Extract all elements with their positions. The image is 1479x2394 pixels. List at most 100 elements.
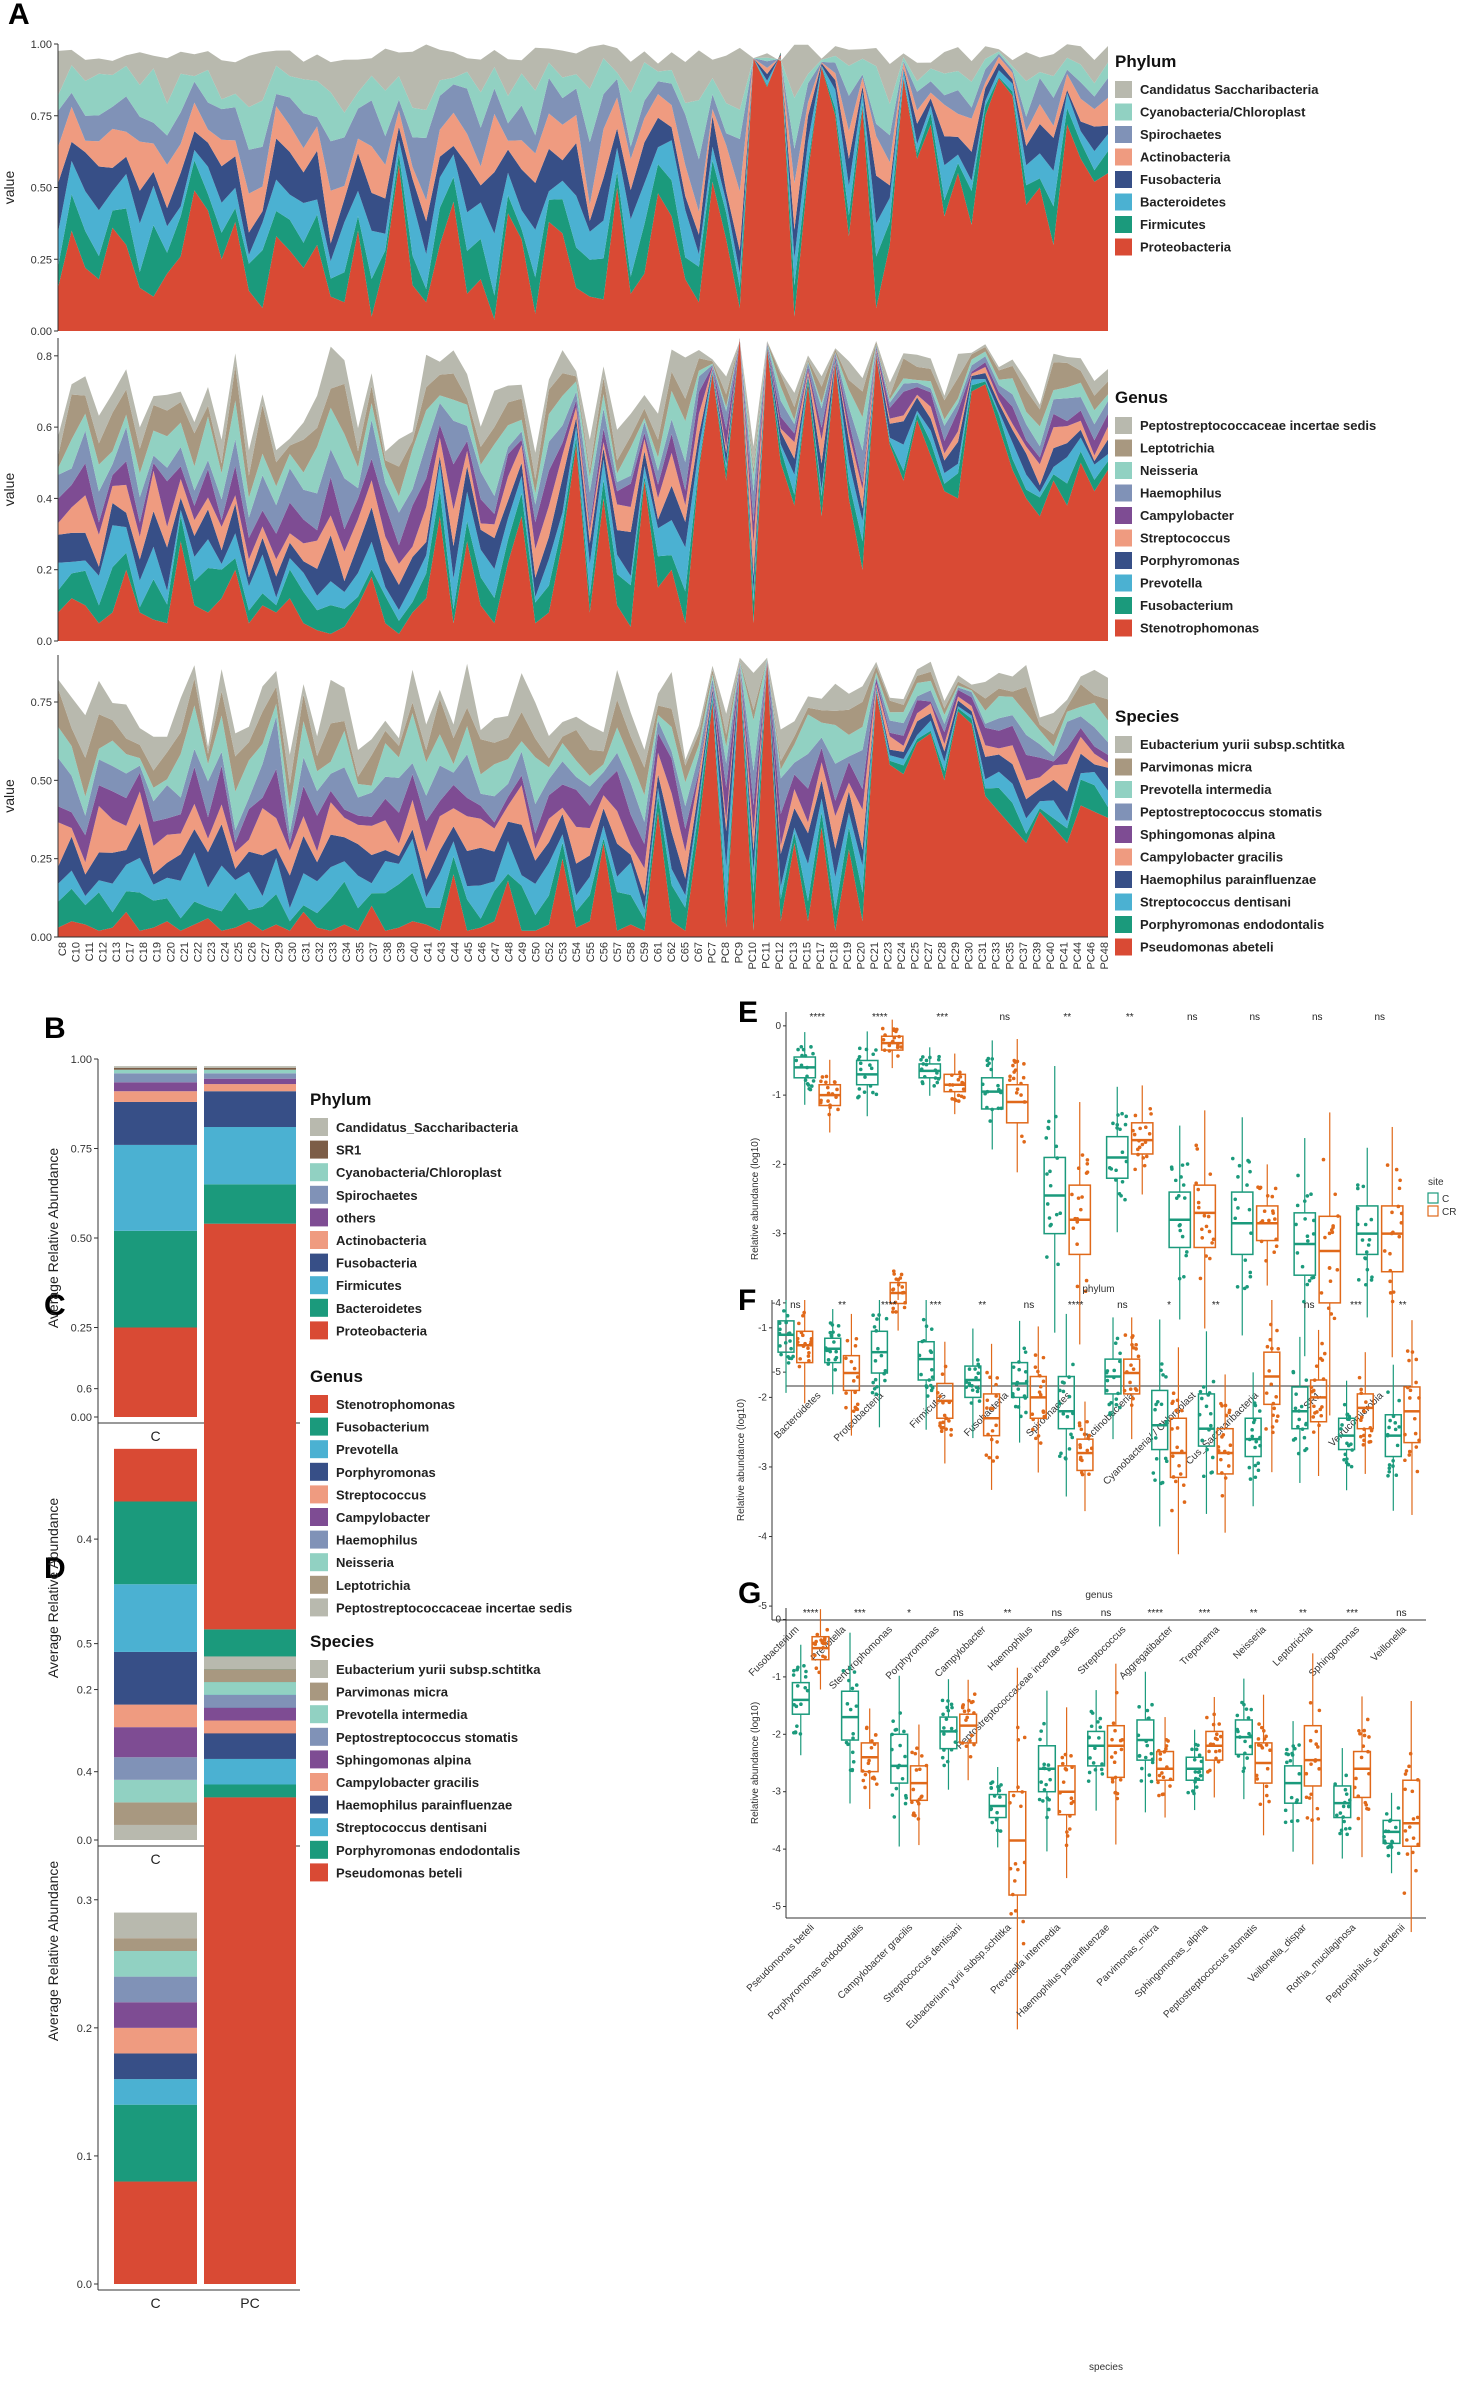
data-point [1206, 1214, 1211, 1219]
data-point [1264, 1734, 1268, 1739]
data-point [824, 1074, 829, 1079]
data-point [1319, 1413, 1324, 1418]
legend-item: Campylobacter [336, 1510, 430, 1525]
x-tick-label: Peptostreptococcus stomatis [1162, 1922, 1260, 2020]
data-point [1259, 1239, 1264, 1244]
data-point [946, 1708, 951, 1713]
data-point [828, 1330, 833, 1335]
significance-label: ns [1396, 1608, 1407, 1619]
data-point [1384, 1812, 1389, 1816]
data-point [1275, 1328, 1279, 1333]
data-point [805, 1688, 810, 1693]
data-point [1058, 1791, 1062, 1795]
data-point [947, 1419, 951, 1423]
data-point [1011, 1892, 1015, 1897]
data-point [854, 1407, 859, 1412]
data-point [1170, 1401, 1174, 1406]
data-point [1382, 1839, 1387, 1843]
bar-segment-streptococcus [114, 1704, 197, 1728]
y-tick-label: 0.2 [37, 565, 52, 577]
data-point [1211, 1722, 1216, 1727]
x-tick-label: Treponema [1178, 1624, 1222, 1668]
data-point [1397, 1186, 1402, 1191]
legend-item: Streptococcus dentisani [1140, 895, 1291, 910]
legend-item: Actinobacteria [1140, 150, 1231, 165]
data-point [930, 1385, 935, 1390]
data-point [1042, 1766, 1047, 1771]
data-point [996, 1083, 1000, 1088]
data-point [945, 1705, 949, 1710]
data-point [1359, 1387, 1363, 1392]
data-point [944, 1427, 948, 1431]
data-point [832, 1080, 837, 1084]
data-point [1207, 1391, 1212, 1395]
data-point [1274, 1395, 1278, 1399]
data-point [890, 1793, 895, 1797]
data-point [1090, 1446, 1094, 1451]
legend-title: Phylum [1115, 52, 1176, 71]
data-point [1019, 1093, 1023, 1097]
data-point [1153, 1478, 1157, 1482]
data-point [1063, 1752, 1068, 1757]
y-tick-label: 0.6 [77, 1384, 92, 1396]
area-plot-a2 [54, 338, 1108, 642]
data-point [1404, 1769, 1409, 1773]
data-point [922, 1074, 927, 1079]
data-point [936, 1057, 941, 1062]
data-point [831, 1330, 835, 1334]
legend-swatch [310, 1485, 328, 1504]
data-point [802, 1663, 806, 1668]
data-point [1223, 1403, 1228, 1408]
data-point [1273, 1217, 1277, 1221]
data-point [1248, 1169, 1252, 1174]
data-point [1247, 1437, 1252, 1442]
data-point [1144, 1125, 1148, 1130]
x-tick-label: C26 [246, 942, 258, 962]
data-point [1140, 1766, 1144, 1771]
data-point [881, 1037, 886, 1042]
data-point [1245, 1756, 1249, 1760]
data-point [833, 1357, 838, 1362]
data-point [938, 1394, 942, 1399]
data-point [1293, 1436, 1298, 1441]
data-point [914, 1768, 919, 1772]
data-point [1133, 1386, 1138, 1391]
legend-item: Campylobacter gracilis [336, 1775, 479, 1790]
data-point [814, 1666, 819, 1671]
data-point [1080, 1153, 1085, 1157]
box [959, 1713, 978, 1744]
data-point [1041, 1355, 1046, 1360]
legend-item: Sphingomonas alpina [336, 1752, 472, 1767]
data-point [983, 1091, 987, 1096]
data-point [1086, 1779, 1091, 1783]
data-point [1307, 1278, 1312, 1283]
y-tick-label: 0.3 [77, 1895, 92, 1907]
data-point [1141, 1156, 1146, 1160]
data-point [994, 1423, 998, 1428]
data-point [1210, 1470, 1214, 1475]
area-series-firmicutes [58, 52, 1108, 320]
box [982, 1393, 1001, 1437]
bar-segment-candidatus-saccharibacteria [114, 1066, 197, 1068]
data-point [1317, 1423, 1321, 1428]
data-point [930, 1375, 935, 1379]
x-tick-label: C40 [409, 942, 421, 962]
x-tick-label: C56 [598, 942, 610, 962]
data-point [1038, 1737, 1042, 1742]
x-tick-label: C58 [625, 942, 637, 962]
y-tick-label: 0.25 [31, 254, 52, 266]
data-point [1063, 1456, 1068, 1460]
data-point [1048, 1223, 1053, 1228]
data-point [1134, 1342, 1138, 1347]
significance-label: *** [1199, 1608, 1211, 1619]
data-point [1042, 1721, 1046, 1726]
data-point [892, 1035, 897, 1040]
data-point [834, 1349, 838, 1354]
data-point [1198, 1276, 1203, 1281]
x-tick-label: C31 [301, 942, 313, 962]
data-point [1020, 1790, 1025, 1794]
data-point [1071, 1226, 1076, 1230]
data-point [1098, 1716, 1103, 1721]
data-point [925, 1394, 930, 1398]
data-point [990, 1780, 995, 1784]
